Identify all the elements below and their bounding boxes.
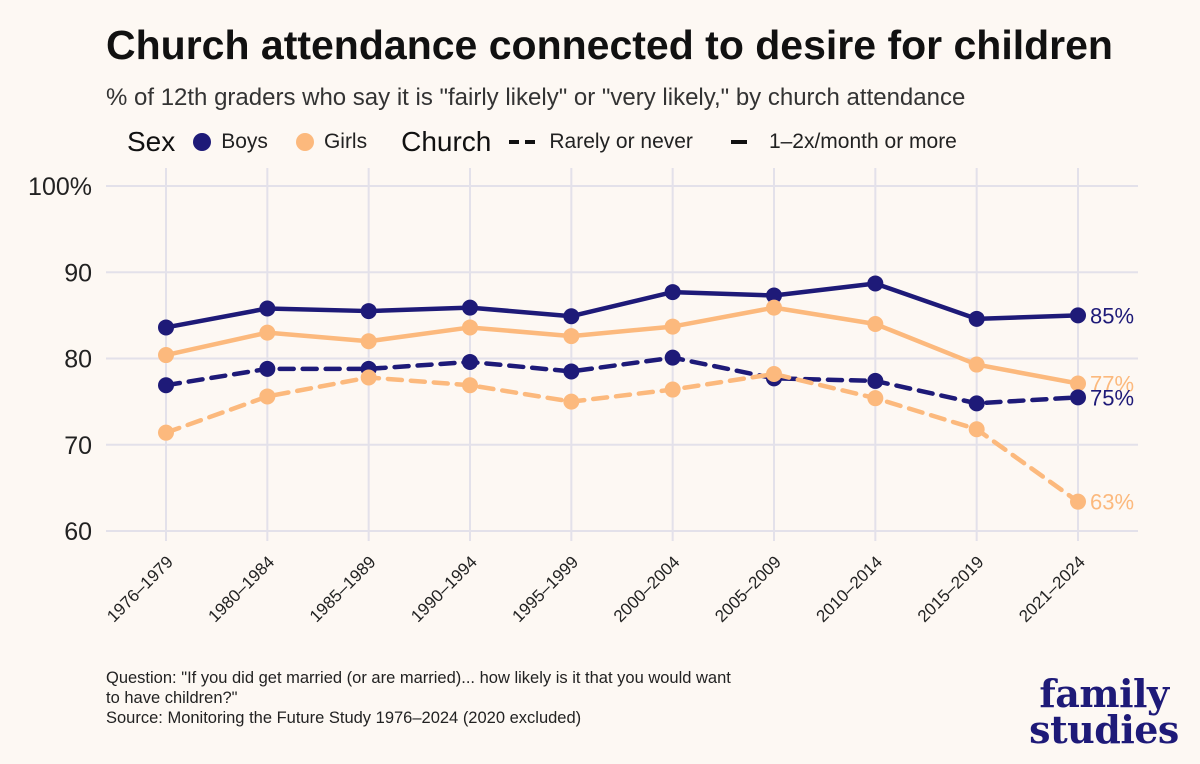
x-tick-label: 1995–1999	[509, 552, 583, 626]
legend-dashed-line-icon	[509, 140, 540, 144]
x-tick-label: 1976–1979	[103, 552, 177, 626]
data-point-girls-monthly	[563, 328, 580, 345]
data-point-girls-monthly	[968, 356, 985, 373]
data-point-girls-rarely	[664, 381, 681, 398]
data-point-girls-monthly	[259, 324, 276, 341]
end-label-boys-monthly: 85%	[1090, 303, 1134, 328]
legend-solid-line-icon	[730, 140, 747, 144]
x-tick-label: 1990–1994	[407, 552, 481, 626]
end-label-girls-rarely: 63%	[1090, 490, 1134, 515]
data-point-girls-rarely	[968, 421, 985, 438]
chart-subtitle: % of 12th graders who say it is "fairly …	[106, 84, 966, 111]
x-tick-label: 1980–1984	[205, 552, 279, 626]
data-point-boys-rarely	[1070, 389, 1086, 406]
logo-line-1: family	[1039, 671, 1169, 716]
data-point-girls-rarely	[360, 369, 377, 386]
legend-sex-title: Sex	[127, 126, 176, 157]
x-tick-label: 2010–2014	[813, 552, 887, 626]
data-point-girls-monthly	[1070, 375, 1086, 392]
data-point-boys-rarely	[664, 349, 681, 366]
data-point-boys-rarely	[462, 353, 478, 370]
series-line-girls-rarely	[163, 371, 1081, 504]
legend-church-title: Church	[401, 126, 492, 157]
series-line-girls-monthly	[163, 305, 1081, 386]
data-point-girls-rarely	[462, 377, 478, 394]
logo-line-2: studies	[1029, 707, 1179, 752]
legend-girls-dot-icon	[295, 133, 314, 151]
data-point-boys-rarely	[563, 363, 580, 380]
data-point-girls-rarely	[867, 390, 884, 407]
legend-girls-label: Girls	[323, 130, 368, 153]
chart-end-labels: 85% 77%75% 63%	[1090, 303, 1134, 514]
data-point-boys-monthly	[1070, 307, 1086, 324]
data-point-girls-monthly	[360, 333, 377, 350]
legend-rarely-label: Rarely or never	[549, 130, 693, 153]
data-point-girls-rarely	[563, 393, 580, 410]
data-point-boys-rarely	[158, 377, 174, 394]
y-tick-label: 60	[64, 518, 92, 546]
data-point-girls-monthly	[158, 347, 174, 364]
data-point-boys-monthly	[563, 308, 580, 325]
footnote-question-line-2: to have children?"	[106, 689, 238, 707]
y-tick-label: 70	[64, 432, 92, 460]
data-point-boys-monthly	[158, 319, 174, 336]
x-tick-label: 2005–2009	[711, 552, 785, 626]
chart-title: Church attendance connected to desire fo…	[106, 22, 1113, 68]
legend-boys-label: Boys	[221, 130, 268, 153]
data-point-boys-monthly	[462, 299, 478, 316]
legend-item-boys: Boys	[193, 130, 268, 154]
y-tick-label: 100%	[28, 173, 92, 201]
x-tick-label: 2021–2024	[1015, 552, 1089, 626]
legend-monthly-label: 1–2x/month or more	[768, 130, 957, 153]
legend-item-rarely: Rarely or never	[509, 130, 693, 154]
data-point-girls-rarely	[158, 424, 174, 441]
series-line-boys-rarely	[163, 355, 1081, 406]
data-point-boys-monthly	[968, 310, 985, 327]
chart-footnote: Question: "If you did get married (or ar…	[106, 668, 966, 728]
chart-series	[158, 275, 1086, 510]
data-point-boys-monthly	[259, 300, 276, 317]
data-point-girls-rarely	[766, 366, 782, 383]
data-point-girls-monthly	[766, 299, 782, 316]
data-point-boys-monthly	[766, 287, 782, 304]
family-studies-logo: family studies	[1024, 671, 1184, 752]
data-point-boys-rarely	[968, 395, 985, 412]
x-tick-label: 2015–2019	[914, 552, 988, 626]
data-point-girls-monthly	[867, 316, 884, 332]
data-point-girls-monthly	[462, 319, 478, 336]
x-tick-label: 1985–1989	[306, 552, 380, 626]
data-point-girls-monthly	[664, 318, 681, 335]
series-line-boys-monthly	[163, 281, 1081, 330]
x-tick-label: 2000–2004	[610, 552, 684, 626]
data-point-boys-monthly	[360, 303, 377, 320]
data-point-boys-monthly	[664, 284, 681, 301]
y-tick-label: 80	[64, 346, 92, 374]
legend-item-girls: Girls	[295, 130, 368, 154]
data-point-girls-rarely	[259, 388, 276, 405]
end-label-girls-monthly: 77%	[1090, 372, 1134, 397]
footnote-source: Source: Monitoring the Future Study 1976…	[106, 709, 582, 727]
chart-legend: Sex Boys Girls Church Rarely or never 1–…	[127, 122, 985, 162]
legend-boys-dot-icon	[193, 133, 212, 151]
data-point-boys-rarely	[867, 372, 884, 389]
footnote-question-line-1: Question: "If you did get married (or ar…	[106, 669, 731, 687]
y-tick-label: 90	[64, 259, 92, 287]
data-point-girls-rarely	[1070, 493, 1086, 510]
chart-grid	[106, 168, 1138, 541]
end-label-boys-rarely: 75%	[1090, 385, 1134, 410]
data-point-boys-rarely	[259, 360, 276, 377]
legend-item-monthly: 1–2x/month or more	[730, 130, 957, 154]
data-point-boys-monthly	[867, 275, 884, 292]
